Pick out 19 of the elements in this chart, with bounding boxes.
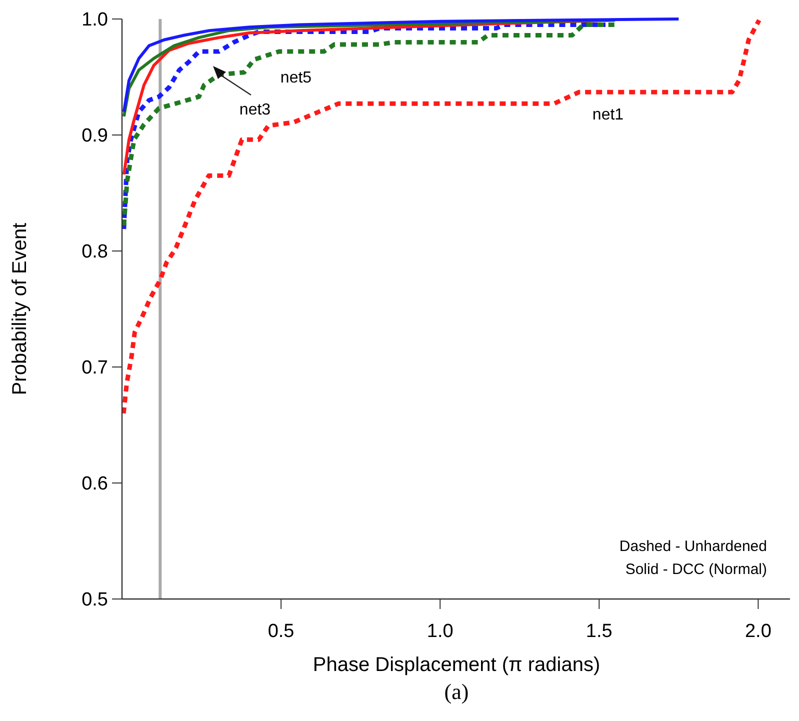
y-tick-label: 0.5 [82, 590, 108, 611]
annotation: net1 [592, 106, 624, 124]
annotation: net3 [239, 102, 271, 119]
x-tick-label: 1.5 [586, 621, 612, 642]
line-series [121, 18, 762, 416]
x-axis-title: Phase Displacement (π radians) [312, 654, 600, 676]
annotation: Dashed - Unhardened [619, 538, 767, 555]
y-tick-label: 1.0 [82, 10, 108, 31]
text: (a) [444, 679, 469, 704]
y-tick-label: 0.8 [82, 242, 108, 263]
x-tick-label: 1.0 [426, 621, 454, 642]
y-axis-title: Probability of Event [9, 222, 31, 396]
annotation: Solid - DCC (Normal) [625, 561, 767, 578]
x-tick-label: 0.5 [268, 621, 294, 642]
annotation: net5 [280, 70, 312, 87]
x-tick-label: 2.0 [744, 621, 772, 642]
y-tick-label: 0.7 [82, 358, 108, 379]
y-tick-label: 0.6 [82, 474, 108, 495]
y-tick-label: 0.9 [82, 126, 108, 147]
